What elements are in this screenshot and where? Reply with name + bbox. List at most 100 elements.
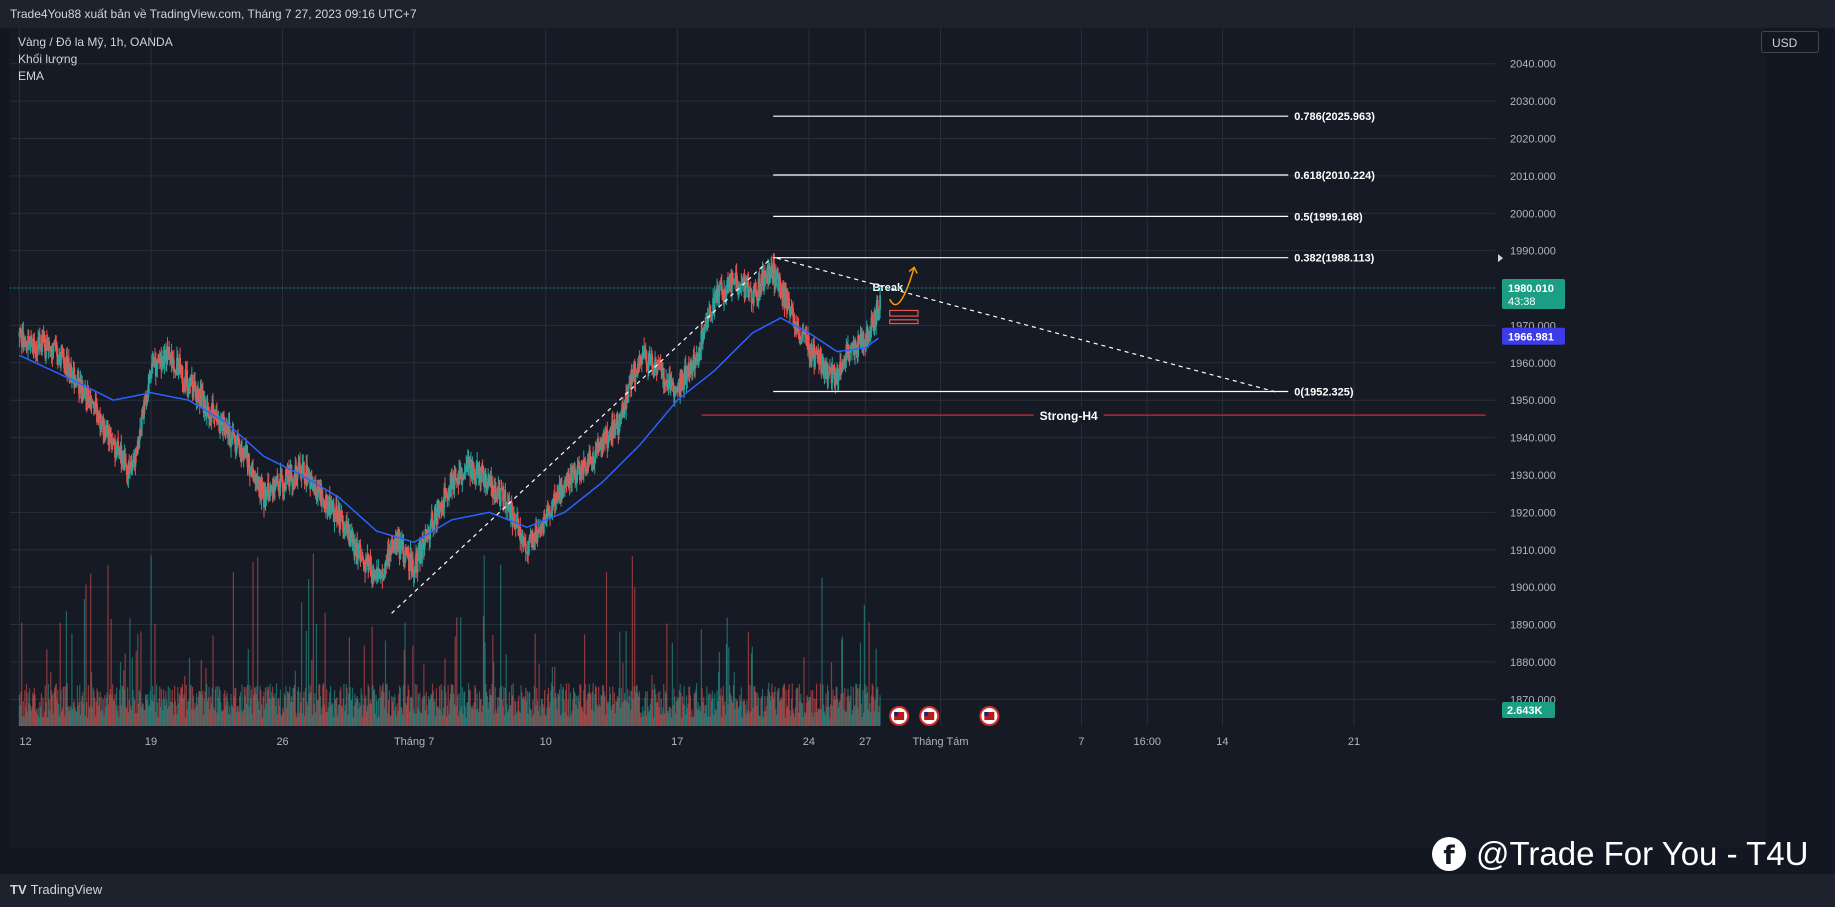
currency-button[interactable]: USD bbox=[1761, 31, 1819, 53]
volume-bar bbox=[486, 696, 488, 726]
candle-body bbox=[474, 475, 477, 482]
volume-bar bbox=[153, 694, 155, 726]
candle-body bbox=[91, 399, 94, 403]
volume-bar bbox=[584, 684, 586, 726]
volume-bar bbox=[112, 684, 114, 726]
candle-body bbox=[834, 372, 837, 386]
chart-pane[interactable]: 0.786(2025.963) 0.618(2010.224) 0.5(1999.1… bbox=[10, 28, 1765, 848]
candle-body bbox=[600, 448, 602, 450]
volume-bar bbox=[93, 691, 95, 726]
volume-bar bbox=[270, 698, 272, 726]
volume-bar bbox=[416, 707, 419, 726]
volume-bar bbox=[362, 716, 364, 726]
volume-bar bbox=[88, 708, 90, 726]
candle-body bbox=[462, 478, 465, 480]
candle-body bbox=[737, 290, 740, 292]
candle-body bbox=[596, 448, 598, 452]
ema-indicator-label[interactable]: EMA bbox=[18, 69, 45, 83]
candle-body bbox=[594, 449, 597, 458]
candle-body bbox=[375, 575, 377, 579]
volume-bar bbox=[65, 686, 67, 726]
volume-bar bbox=[315, 712, 317, 726]
volume-bar bbox=[757, 697, 760, 726]
candle-body bbox=[697, 357, 700, 361]
candle-body bbox=[724, 295, 727, 298]
candle-body bbox=[224, 422, 227, 435]
volume-bar bbox=[707, 694, 710, 726]
volume-bar bbox=[281, 713, 283, 726]
volume-bar bbox=[639, 712, 641, 726]
candle-body bbox=[778, 274, 780, 291]
volume-bar bbox=[49, 710, 51, 726]
volume-bar bbox=[115, 687, 118, 726]
volume-tag: 2.643K bbox=[1502, 702, 1555, 718]
candle-body bbox=[20, 328, 22, 335]
volume-bar bbox=[182, 698, 184, 726]
candle-body bbox=[571, 470, 574, 473]
volume-bar bbox=[297, 686, 300, 726]
volume-bar bbox=[276, 714, 278, 726]
volume-bar bbox=[304, 688, 307, 726]
candle-body bbox=[691, 367, 694, 372]
volume-bar bbox=[753, 686, 755, 726]
candle-body bbox=[110, 433, 113, 442]
volume-bar bbox=[160, 688, 162, 726]
volume-bar bbox=[817, 708, 819, 726]
volume-indicator-label[interactable]: Khối lượng bbox=[18, 52, 78, 66]
volume-bar bbox=[52, 713, 54, 726]
volume-bar bbox=[859, 684, 861, 726]
volume-bar bbox=[855, 683, 858, 726]
volume-bar bbox=[533, 714, 535, 726]
candle-body bbox=[858, 339, 861, 341]
volume-bar bbox=[80, 701, 82, 726]
volume-bar bbox=[669, 707, 671, 726]
volume-bar bbox=[844, 711, 847, 726]
candle-body bbox=[744, 283, 747, 298]
volume-bar bbox=[851, 715, 853, 726]
candle-body bbox=[860, 334, 863, 337]
tradingview-logo[interactable]: TV TradingView bbox=[10, 882, 102, 897]
volume-bar bbox=[554, 692, 557, 726]
volume-bar bbox=[492, 635, 494, 726]
candle-body bbox=[330, 502, 333, 508]
candle-body bbox=[468, 458, 471, 463]
volume-bar bbox=[76, 685, 79, 726]
candle-body bbox=[531, 533, 534, 538]
volume-bar bbox=[289, 686, 291, 726]
candle-body bbox=[423, 543, 426, 550]
candle-body bbox=[150, 363, 153, 373]
volume-bar bbox=[654, 688, 656, 726]
volume-bar bbox=[86, 702, 88, 726]
candle-body bbox=[575, 474, 578, 482]
volume-bar bbox=[98, 697, 100, 726]
volume-bar bbox=[241, 684, 243, 726]
volume-bar bbox=[283, 693, 285, 726]
volume-bar bbox=[812, 716, 815, 726]
volume-bar bbox=[175, 705, 177, 726]
candle-body bbox=[630, 374, 633, 389]
volume-bar bbox=[761, 695, 763, 726]
candle-body bbox=[266, 490, 268, 492]
volume-bar bbox=[348, 637, 351, 726]
symbol-title[interactable]: Vàng / Đô la Mỹ, 1h, OANDA bbox=[18, 35, 173, 49]
volume-bar bbox=[189, 686, 191, 726]
candle-body bbox=[756, 292, 758, 301]
candle-body bbox=[686, 365, 689, 380]
tradingview-logo-text: TradingView bbox=[30, 882, 103, 897]
candle-body bbox=[71, 370, 74, 380]
volume-bar bbox=[277, 699, 279, 726]
candle-body bbox=[241, 448, 244, 458]
price-chart[interactable]: 0.786(2025.963)0.618(2010.224)0.5(1999.1… bbox=[10, 28, 1765, 848]
candle-body bbox=[193, 382, 196, 391]
candle-body bbox=[277, 483, 279, 486]
volume-bar bbox=[857, 708, 859, 726]
volume-bar bbox=[489, 694, 492, 726]
volume-bar bbox=[81, 695, 83, 726]
candle-body bbox=[584, 466, 587, 468]
volume-bar bbox=[18, 694, 20, 726]
volume-bar bbox=[511, 685, 513, 726]
volume-bar bbox=[861, 717, 863, 726]
volume-bar bbox=[466, 702, 468, 726]
candle-body bbox=[691, 361, 693, 372]
